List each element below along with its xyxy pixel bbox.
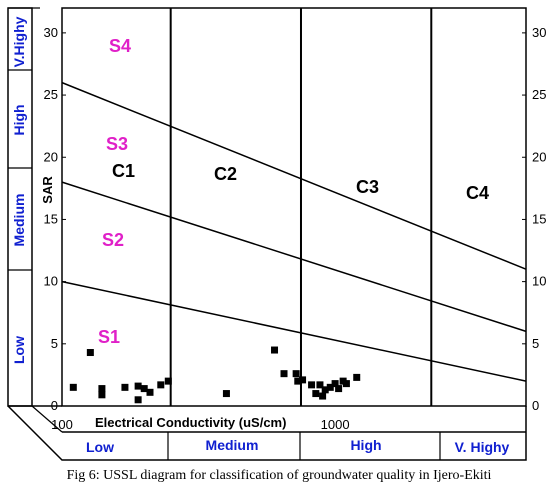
plot-frame <box>61 7 527 407</box>
figure-caption: Fig 6: USSL diagram for classification o… <box>66 468 492 483</box>
axis-ticks: 0 0 5 5 10 10 15 15 20 20 25 25 30 30 100 1000 <box>44 25 547 432</box>
data-point <box>335 385 343 393</box>
data-point <box>299 376 307 384</box>
sodium-boundary-1 <box>61 280 527 382</box>
class-boundaries <box>61 8 527 406</box>
y-tick-label-left: 15 <box>44 211 58 226</box>
x-tick-label: 1000 <box>321 417 350 432</box>
class-c1: C1 <box>112 161 135 181</box>
data-point <box>292 370 300 378</box>
class-s4: S4 <box>109 36 131 56</box>
salinity-zone-low: Low <box>86 439 114 455</box>
sodium-zone-medium: Medium <box>11 194 27 247</box>
data-point <box>98 385 106 393</box>
class-c2: C2 <box>214 164 237 184</box>
salinity-zone-medium: Medium <box>206 437 259 453</box>
data-point <box>140 385 148 393</box>
class-c4: C4 <box>466 183 489 203</box>
data-point <box>134 382 142 390</box>
data-point <box>134 396 142 404</box>
data-point <box>312 390 320 398</box>
data-point <box>294 377 302 385</box>
data-point <box>164 377 172 385</box>
data-point <box>86 349 94 357</box>
class-s3: S3 <box>106 134 128 154</box>
y-tick-label-right: 25 <box>532 87 546 102</box>
sodium-boundary-3 <box>61 81 527 270</box>
data-point <box>326 383 334 391</box>
y-tick-label-left: 25 <box>44 87 58 102</box>
perspective-base: Low Medium High V. Highy <box>7 405 527 461</box>
data-point <box>280 370 288 378</box>
data-point <box>222 390 230 398</box>
data-point <box>146 388 154 396</box>
sodium-zone-bar: Low Medium High V.Highy <box>7 7 40 407</box>
x-axis-title: Electrical Conductivity (uS/cm) <box>95 415 286 430</box>
data-point <box>98 391 106 399</box>
data-point <box>331 380 339 388</box>
salinity-zone-high: High <box>350 437 381 453</box>
y-tick-label-right: 10 <box>532 274 546 289</box>
y-tick-label-left: 10 <box>44 274 58 289</box>
data-point <box>316 381 324 389</box>
y-axis-title: SAR <box>40 176 55 204</box>
class-c3: C3 <box>356 177 379 197</box>
y-tick-label-right: 5 <box>532 336 539 351</box>
data-point <box>308 381 316 389</box>
data-point <box>157 381 165 389</box>
class-s2: S2 <box>102 230 124 250</box>
y-tick-label-right: 30 <box>532 25 546 40</box>
y-tick-label-left: 30 <box>44 25 58 40</box>
data-point <box>271 346 279 354</box>
y-tick-label-left: 20 <box>44 149 58 164</box>
data-point <box>319 392 327 400</box>
class-s1: S1 <box>98 327 120 347</box>
data-point <box>321 386 329 394</box>
sodium-zone-low: Low <box>11 336 27 364</box>
data-point <box>342 380 350 388</box>
salinity-zone-vhigh: V. Highy <box>455 439 510 455</box>
ussl-diagram: Low Medium High V.Highy Low Medium High … <box>7 7 547 461</box>
sample-points <box>69 346 361 404</box>
sodium-boundary-2 <box>61 181 527 333</box>
y-tick-label-left: 5 <box>51 336 58 351</box>
data-point <box>353 373 361 381</box>
data-point <box>69 383 77 391</box>
x-tick-label: 100 <box>51 417 73 432</box>
y-tick-label-left: 0 <box>51 398 58 413</box>
y-tick-label-right: 20 <box>532 149 546 164</box>
y-tick-label-right: 0 <box>532 398 539 413</box>
sodium-zone-high: High <box>11 104 27 135</box>
data-point <box>121 383 129 391</box>
y-tick-label-right: 15 <box>532 211 546 226</box>
sodium-zone-vhigh: V.Highy <box>11 16 27 67</box>
